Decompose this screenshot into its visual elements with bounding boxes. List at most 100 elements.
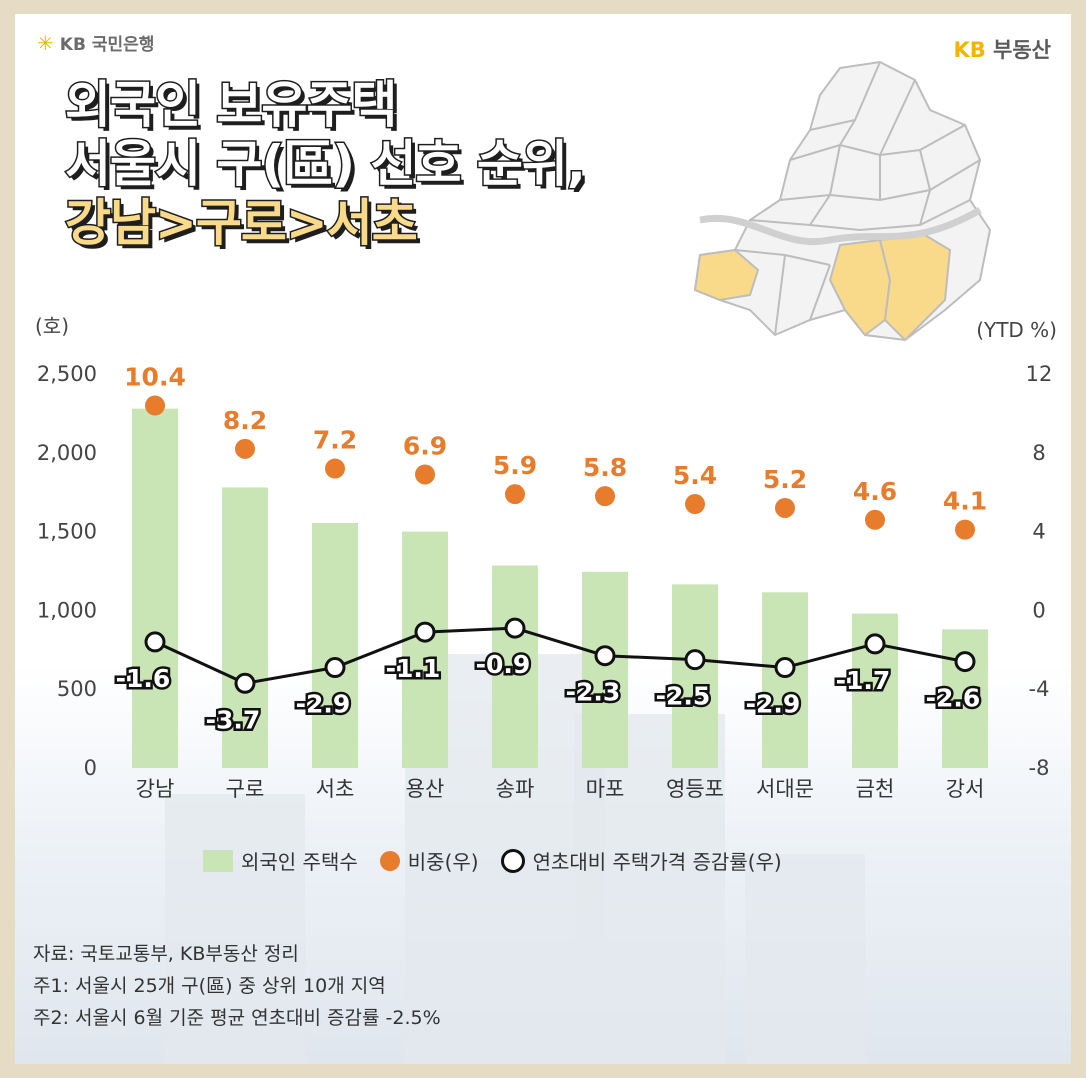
y-right-tick-label: 12: [1026, 362, 1053, 386]
share-point: [595, 486, 615, 507]
y-left-tick-label: 0: [84, 756, 97, 780]
change-data-label: -2.9: [746, 690, 801, 719]
kb-bank-logo: ✳ KB 국민은행: [37, 30, 155, 56]
bar: [582, 571, 628, 768]
x-category-label: 서대문: [756, 777, 814, 801]
legend-item-share: 비중(우): [379, 846, 479, 875]
change-point: [234, 672, 256, 694]
share-data-label: 6.9: [403, 431, 447, 460]
change-data-label: -2.5: [656, 682, 711, 711]
realestate-text: 부동산: [993, 38, 1051, 62]
y-left-tick-label: 1,500: [37, 520, 97, 544]
share-data-label: 8.2: [223, 406, 267, 435]
change-point: [864, 633, 886, 655]
note-2: 주2: 서울시 6월 기준 평균 연초대비 증감률 -2.5%: [33, 1007, 441, 1029]
legend-item-change: 연초대비 주택가격 증감률(우): [500, 846, 782, 875]
share-data-label: 5.2: [763, 465, 807, 494]
y-right-tick-label: -8: [1029, 756, 1050, 780]
legend-dot-swatch: [379, 850, 400, 871]
share-data-label: 5.9: [493, 451, 537, 480]
change-data-label: -1.1: [386, 654, 441, 683]
change-point: [324, 657, 346, 679]
y-right-tick-label: 8: [1032, 441, 1045, 465]
change-data-label: -1.7: [836, 666, 891, 695]
share-data-label: 5.8: [583, 453, 627, 482]
share-data-label: 5.4: [673, 461, 717, 490]
share-point: [325, 458, 345, 479]
note-1: 주1: 서울시 25개 구(區) 중 상위 10개 지역: [33, 975, 386, 997]
y-left-tick-label: 500: [57, 677, 97, 701]
bar: [672, 584, 718, 768]
change-line: [154, 626, 966, 685]
title-line-3: 강남>구로>서초: [64, 193, 420, 254]
kb-mark: KB: [953, 38, 986, 62]
x-category-label: 금천: [856, 777, 895, 801]
x-category-label: 서초: [316, 777, 355, 801]
bar: [132, 408, 178, 768]
bar: [492, 565, 538, 768]
background-building: [745, 854, 865, 1064]
change-point: [594, 645, 616, 667]
share-data-label: 4.1: [943, 487, 987, 516]
share-data-label: 4.6: [853, 477, 897, 506]
chart-legend: 외국인 주택수 비중(우) 연초대비 주택가격 증감률(우): [203, 846, 782, 875]
share-point: [775, 497, 795, 518]
change-point: [144, 631, 166, 653]
x-category-label: 영등포: [666, 777, 724, 801]
y-right-tick-label: -4: [1029, 677, 1050, 701]
change-point: [414, 621, 436, 643]
seoul-district-map: [693, 60, 992, 342]
y-left-tick-label: 2,000: [37, 441, 97, 465]
x-category-label: 구로: [226, 777, 265, 801]
y-right-tick-label: 4: [1032, 520, 1045, 544]
legend-item-bars: 외국인 주택수: [203, 846, 358, 875]
legend-bar-swatch: [203, 849, 233, 872]
kb-realestate-logo: KB 부동산: [953, 34, 1051, 64]
background-building: [165, 794, 305, 1064]
infographic-card: ✳ KB 국민은행 KB 부동산 외국인 보유주택 서울시 구(區) 선호 순위…: [15, 14, 1071, 1064]
x-category-label: 용산: [406, 777, 445, 801]
change-point: [954, 651, 976, 673]
y-right-tick-label: 0: [1032, 598, 1045, 622]
change-point: [684, 649, 706, 671]
change-point: [774, 657, 796, 679]
share-point: [145, 395, 165, 416]
change-data-label: -2.3: [566, 678, 621, 707]
share-point: [865, 509, 885, 530]
source-line: 자료: 국토교통부, KB부동산 정리: [33, 943, 299, 965]
change-data-label: -2.6: [926, 684, 981, 713]
legend-change-label: 연초대비 주택가격 증감률(우): [532, 850, 782, 874]
right-axis-unit: (YTD %): [976, 318, 1057, 342]
kb-star-icon: ✳: [37, 30, 54, 55]
y-left-tick-label: 2,500: [37, 362, 97, 386]
share-point: [685, 494, 705, 515]
bar: [402, 531, 448, 768]
share-point: [505, 484, 525, 505]
x-category-label: 강서: [946, 777, 985, 801]
change-point: [504, 617, 526, 639]
legend-bars-label: 외국인 주택수: [241, 850, 358, 874]
change-data-label: -2.9: [296, 690, 351, 719]
combo-chart: 0 500 1,000 1,500 2,000 2,500 -8 -4 0 4 8 12 강남 구로 서초 용…: [37, 362, 1053, 801]
page-title: 외국인 보유주택 서울시 구(區) 선호 순위, 강남>구로>서초: [64, 75, 588, 254]
source-notes: 자료: 국토교통부, KB부동산 정리 주1: 서울시 25개 구(區) 중 상…: [33, 938, 441, 1034]
bar: [762, 592, 808, 768]
change-data-label: -3.7: [206, 705, 261, 734]
left-axis-unit: (호): [35, 314, 70, 338]
bar: [222, 487, 268, 768]
kb-bank-logo-text: KB 국민은행: [59, 35, 155, 55]
share-point: [955, 519, 975, 540]
background-building: [575, 714, 725, 1064]
legend-share-label: 비중(우): [407, 850, 479, 874]
x-category-label: 마포: [586, 777, 625, 801]
bar: [312, 522, 358, 768]
legend-ring-swatch: [500, 848, 525, 873]
share-data-label: 10.4: [124, 363, 186, 392]
change-data-label: -1.6: [116, 664, 171, 693]
share-point: [235, 438, 255, 459]
title-line-1: 외국인 보유주택: [64, 75, 399, 136]
x-category-label: 강남: [136, 777, 175, 801]
change-data-label: -0.9: [476, 650, 531, 679]
x-category-label: 송파: [496, 777, 535, 801]
y-left-tick-label: 1,000: [37, 598, 97, 622]
